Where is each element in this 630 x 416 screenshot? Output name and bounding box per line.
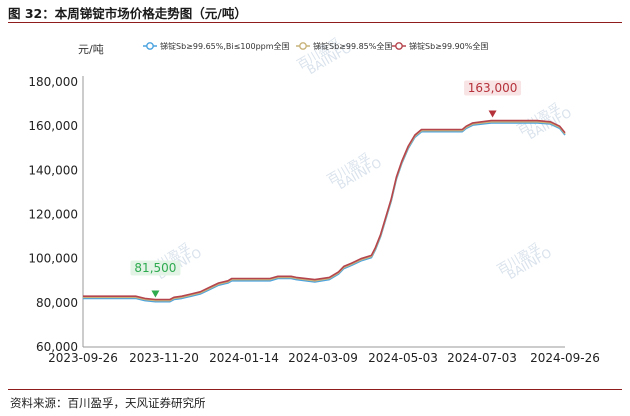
x-tick-label: 2023-11-20 bbox=[129, 351, 199, 365]
y-axis: 60,000 80,000 100,000 120,000 140,000 160,000… bbox=[28, 75, 84, 354]
legend: 锑锭Sb≥99.65%,Bi≤100ppm全国 锑锭Sb≥99.85%全国 锑锭Sb… bbox=[143, 41, 488, 51]
legend-label: 锑锭Sb≥99.85%全国 bbox=[313, 41, 392, 51]
y-tick-label: 60,000 bbox=[36, 340, 78, 354]
x-tick-label: 2024-09-26 bbox=[530, 351, 600, 365]
annotations: 81,500 163,000 bbox=[130, 80, 522, 298]
annotation-box bbox=[130, 260, 181, 276]
annotation-box bbox=[464, 80, 522, 96]
y-tick-label: 180,000 bbox=[28, 75, 78, 89]
legend-swatch-marker bbox=[146, 42, 154, 50]
legend-label: 锑锭Sb≥99.65%,Bi≤100ppm全国 bbox=[160, 41, 290, 51]
x-tick-label: 2024-01-14 bbox=[209, 351, 279, 365]
y-tick-label: 80,000 bbox=[36, 296, 78, 310]
x-tick-label: 2024-03-09 bbox=[288, 351, 358, 365]
y-tick-label: 100,000 bbox=[28, 252, 78, 266]
watermark-layer: 百川盈孚BAIINFO百川盈孚BAIINFO百川盈孚BAIINFO百川盈孚BAI… bbox=[145, 35, 574, 282]
y-tick-label: 120,000 bbox=[28, 208, 78, 222]
y-tick-label: 160,000 bbox=[28, 119, 78, 133]
figure-title: 图 32：本周锑锭市场价格走势图（元/吨） bbox=[8, 6, 247, 21]
series-line bbox=[83, 122, 566, 303]
annotation-marker bbox=[151, 290, 160, 298]
title-rule bbox=[8, 22, 622, 23]
source-rule bbox=[8, 389, 622, 390]
source-note: 资料来源：百川盈孚，天风证券研究所 bbox=[10, 396, 206, 410]
legend-label: 锑锭Sb≥99.90%全国 bbox=[409, 41, 488, 51]
price-line-chart: 百川盈孚BAIINFO百川盈孚BAIINFO百川盈孚BAIINFO百川盈孚BAI… bbox=[28, 35, 600, 365]
x-tick-label: 2023-09-26 bbox=[48, 351, 118, 365]
x-axis: 2023-09-26 2023-11-20 2024-01-14 2024-03-09… bbox=[48, 346, 600, 365]
annotation-label: 163,000 bbox=[468, 81, 518, 95]
series-line bbox=[83, 121, 566, 302]
legend-swatch-marker bbox=[299, 42, 307, 50]
x-tick-label: 2024-05-03 bbox=[368, 351, 438, 365]
series-lines bbox=[83, 119, 566, 303]
x-tick-label: 2024-07-03 bbox=[447, 351, 517, 365]
series-line bbox=[83, 119, 566, 301]
y-axis-unit: 元/吨 bbox=[78, 43, 104, 56]
y-tick-label: 140,000 bbox=[28, 163, 78, 177]
legend-swatch-marker bbox=[395, 42, 403, 50]
annotation-marker bbox=[488, 110, 497, 118]
annotation-label: 81,500 bbox=[134, 261, 176, 275]
